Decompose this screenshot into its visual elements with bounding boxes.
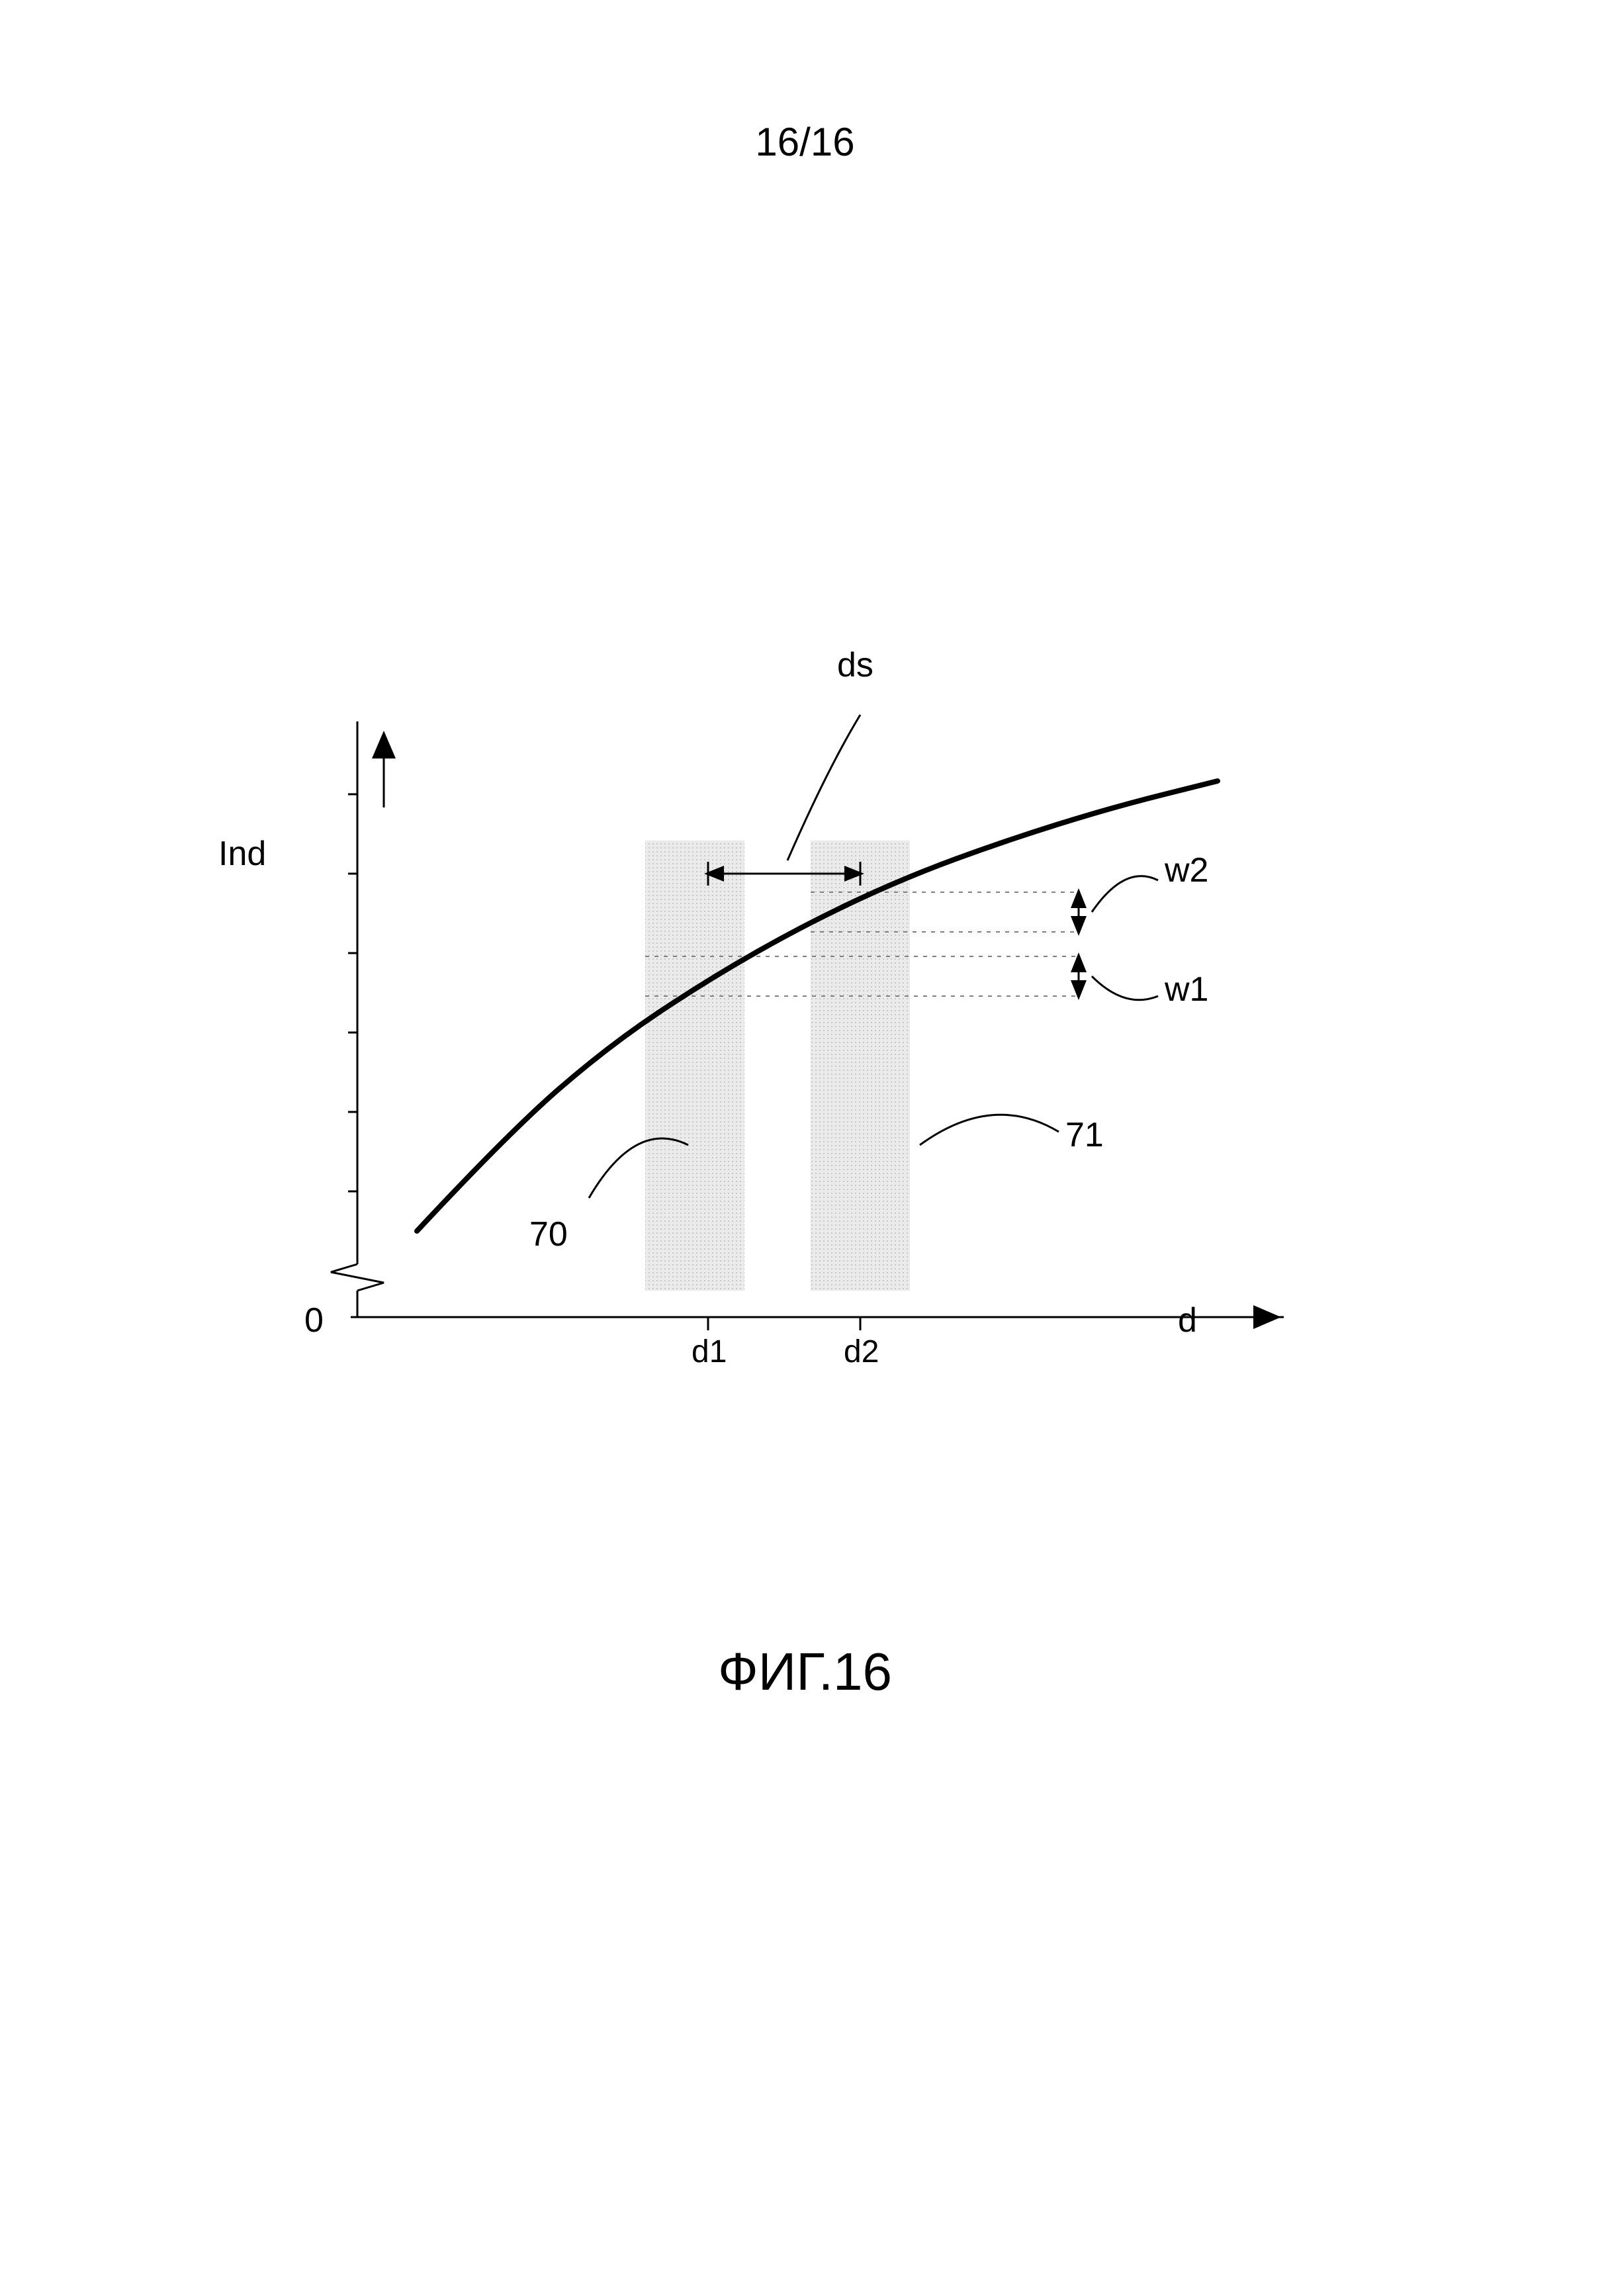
page-number: 16/16: [0, 119, 1610, 165]
figure-caption: ФИГ.16: [0, 1641, 1610, 1702]
chart-svg: [278, 655, 1323, 1489]
ref-71-label: 71: [1065, 1115, 1104, 1155]
y-origin-label: 0: [304, 1301, 324, 1340]
w1-label: w1: [1165, 970, 1208, 1009]
page: 16/16 Ind 0 d d1 d2 ds w2 w1 70 71: [0, 0, 1610, 2296]
chart: Ind 0 d d1 d2 ds w2 w1 70 71: [278, 655, 1323, 1489]
d2-tick-label: d2: [844, 1334, 879, 1370]
d1-tick-label: d1: [692, 1334, 727, 1370]
w2-label: w2: [1165, 850, 1208, 890]
x-axis-label: d: [1178, 1301, 1197, 1340]
ref-70-label: 70: [529, 1215, 568, 1254]
ds-label: ds: [837, 645, 873, 685]
y-axis-label: Ind: [218, 834, 266, 874]
